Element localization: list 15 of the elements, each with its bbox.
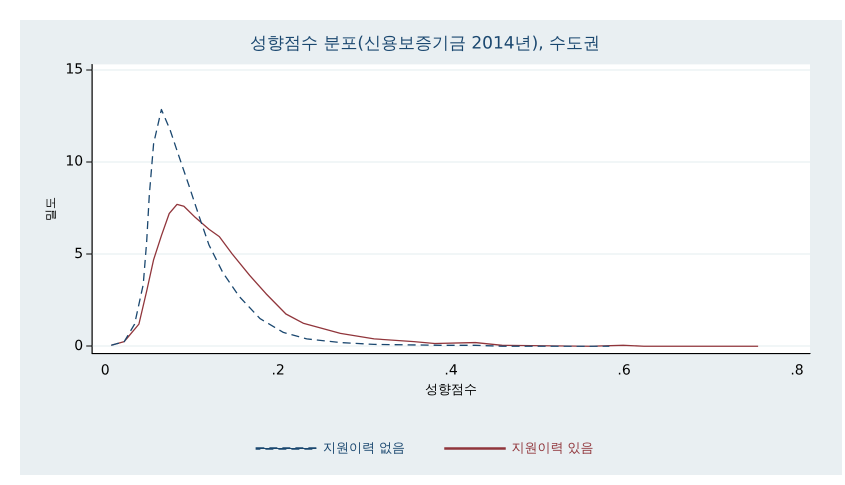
legend-label: 지원이력 있음 [512, 440, 594, 456]
x-tick-label: .2 [271, 362, 285, 379]
x-tick-label: .6 [617, 362, 631, 379]
x-tick-label: .4 [444, 362, 458, 379]
x-tick-label: 0 [100, 362, 110, 379]
y-tick-label: 5 [74, 246, 84, 262]
line-series [110, 108, 610, 347]
y-tick-label: 10 [65, 154, 84, 170]
x-tick-label: .8 [790, 362, 804, 379]
legend-label: 지원이력 없음 [322, 440, 406, 456]
y-tick-label: 15 [65, 62, 84, 78]
y-axis-title: 밀도 [43, 197, 58, 221]
x-axis-title: 성향점수 [425, 382, 478, 398]
y-tick-label: 0 [74, 338, 84, 354]
chart-title: 성향점수 분포(신용보증기금 2014년), 수도권 [250, 34, 600, 54]
